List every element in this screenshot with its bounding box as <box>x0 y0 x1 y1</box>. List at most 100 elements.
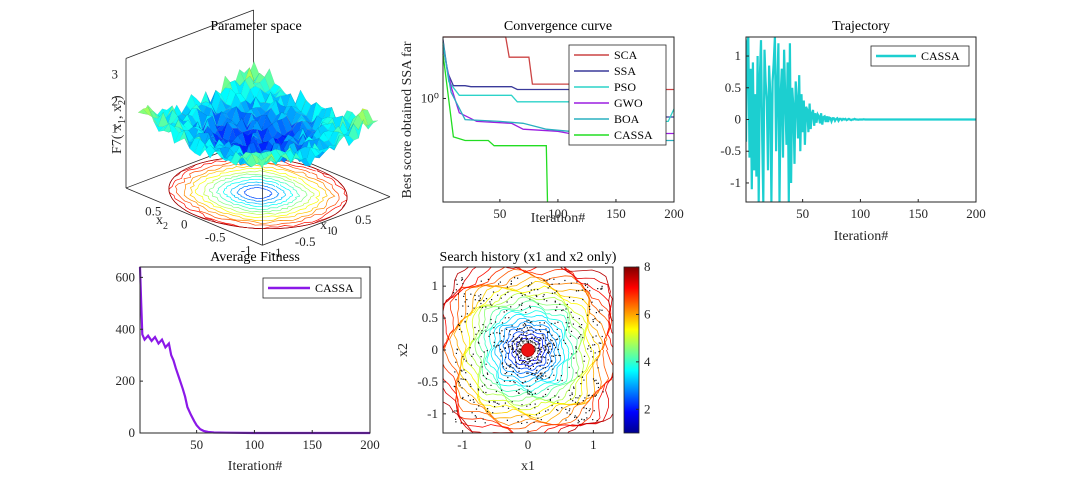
y-tick-label: 0.5 <box>422 310 438 325</box>
search-point <box>518 367 520 369</box>
surface-face <box>322 116 333 125</box>
search-point <box>519 328 521 330</box>
trajectory-title: Trajectory <box>832 19 890 34</box>
search-point <box>573 357 575 359</box>
z-tick-label: 2 <box>112 94 119 109</box>
search-point <box>525 335 527 337</box>
search-point <box>596 420 598 422</box>
search-point <box>546 300 548 302</box>
search-point <box>458 382 460 384</box>
search-ylabel: x2 <box>396 343 411 357</box>
search-point <box>482 324 484 326</box>
search-point <box>526 363 528 365</box>
contour-line <box>486 310 570 392</box>
search-point <box>457 380 459 382</box>
surface-face <box>276 155 287 163</box>
contour-line <box>494 317 562 384</box>
search-point <box>553 374 555 376</box>
surface-face <box>290 152 302 164</box>
search-point <box>521 304 523 306</box>
search-point <box>527 329 529 331</box>
legend-label-gwo: GWO <box>614 96 643 110</box>
search-point <box>487 278 489 280</box>
surface-face <box>211 108 222 127</box>
search-point <box>566 303 568 306</box>
contour-line <box>453 276 604 424</box>
search-point <box>551 404 553 407</box>
search-point <box>527 389 529 391</box>
search-point <box>478 389 480 391</box>
surface-face <box>194 138 205 157</box>
search-point <box>591 395 593 397</box>
colorbar <box>623 266 640 434</box>
search-point <box>526 421 528 424</box>
search-point <box>585 407 587 410</box>
search-point <box>547 343 549 345</box>
search-point <box>539 325 541 327</box>
search-point <box>461 277 463 279</box>
search-point <box>506 301 508 303</box>
colorbar-ticks: 2 4 6 8 <box>636 259 651 416</box>
search-point <box>528 366 530 368</box>
search-point <box>481 332 483 334</box>
search-point <box>544 393 547 396</box>
x-tick-label: 150 <box>908 206 928 221</box>
search-point <box>538 347 540 349</box>
search-point <box>582 337 584 339</box>
convergence-axes-frame <box>442 36 675 203</box>
contour-line <box>507 329 550 371</box>
search-history-plot: Search history (x1 and x2 only) -1 0 1 -1 -0… <box>396 250 651 474</box>
search-point <box>455 361 457 363</box>
search-point <box>454 386 456 388</box>
search-point <box>520 358 522 360</box>
search-point <box>505 356 507 358</box>
search-point <box>601 335 603 338</box>
search-point <box>568 326 570 328</box>
search-point <box>508 346 510 348</box>
search-point <box>548 342 550 344</box>
surface-face <box>301 114 312 123</box>
search-point <box>568 366 570 368</box>
legend-label-sca: SCA <box>614 48 638 62</box>
search-point <box>550 339 552 341</box>
legend-box <box>262 277 362 299</box>
search-point <box>581 418 583 420</box>
search-point <box>538 339 540 341</box>
search-point <box>524 294 526 296</box>
surface-face <box>153 121 164 132</box>
search-point <box>582 298 584 301</box>
search-point <box>593 380 596 382</box>
search-point <box>574 415 576 417</box>
floor-contour <box>236 184 280 202</box>
search-point <box>565 329 567 331</box>
search-point <box>492 332 494 334</box>
search-point <box>493 345 495 347</box>
search-point <box>535 347 537 349</box>
box-edge <box>125 187 263 246</box>
search-point <box>506 328 508 330</box>
search-point <box>455 299 457 301</box>
search-point <box>524 357 526 359</box>
search-point <box>512 367 514 369</box>
search-point <box>509 346 511 348</box>
search-point <box>491 304 493 306</box>
search-point <box>498 307 500 309</box>
search-point <box>514 343 516 345</box>
search-point <box>555 339 557 341</box>
surface-face <box>184 138 195 150</box>
search-xlabel: x1 <box>521 459 535 474</box>
search-point <box>485 306 487 308</box>
x1-tick-label: 0 <box>331 223 338 238</box>
search-point <box>514 382 516 384</box>
search-point <box>551 365 553 367</box>
average-fitness-line <box>138 266 370 435</box>
search-point <box>541 372 543 374</box>
search-point <box>535 380 537 382</box>
search-point <box>594 344 596 346</box>
search-point <box>529 305 531 307</box>
search-point <box>483 351 485 353</box>
search-point <box>543 344 545 347</box>
search-point <box>501 389 503 391</box>
search-point <box>515 364 517 366</box>
search-point <box>535 344 537 346</box>
